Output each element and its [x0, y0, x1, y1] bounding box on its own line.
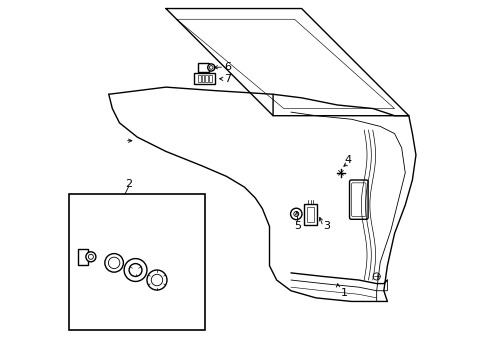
- Bar: [306, 207, 313, 222]
- Bar: [304, 204, 316, 225]
- Bar: [198, 63, 208, 72]
- Circle shape: [104, 253, 123, 272]
- Text: 4: 4: [344, 156, 351, 165]
- Bar: [78, 249, 87, 265]
- Text: 3: 3: [323, 221, 329, 231]
- Circle shape: [86, 252, 96, 262]
- Text: 1: 1: [340, 288, 347, 297]
- Circle shape: [124, 258, 147, 282]
- Bar: [205, 75, 207, 82]
- Circle shape: [372, 273, 380, 280]
- Text: 2: 2: [124, 179, 132, 189]
- Text: 5: 5: [294, 221, 301, 231]
- Bar: [208, 75, 211, 82]
- Bar: [193, 73, 215, 84]
- Bar: [69, 194, 205, 330]
- Bar: [201, 75, 204, 82]
- Text: 6: 6: [224, 62, 231, 72]
- Bar: [198, 75, 201, 82]
- Circle shape: [290, 208, 302, 220]
- Text: 7: 7: [224, 74, 231, 84]
- FancyBboxPatch shape: [349, 180, 367, 219]
- Circle shape: [207, 64, 214, 71]
- Circle shape: [147, 270, 166, 290]
